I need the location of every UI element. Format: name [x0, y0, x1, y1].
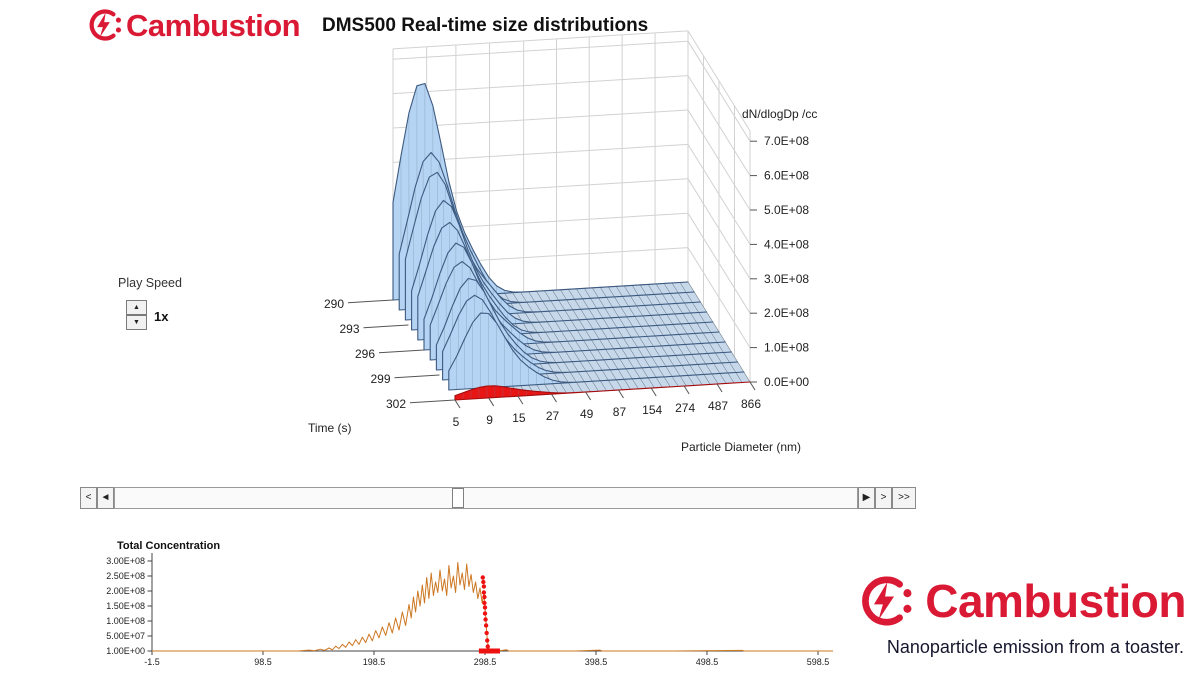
- svg-text:299: 299: [370, 372, 390, 386]
- svg-text:498.5: 498.5: [696, 657, 719, 667]
- svg-text:49: 49: [580, 407, 594, 421]
- play-speed-down-button[interactable]: ▼: [126, 315, 147, 330]
- total-concentration-title: Total Concentration: [117, 540, 221, 552]
- total-concentration-chart: 3.00E+08 2.50E+08 2.00E+08 1.50E+08 1.00E+08…: [106, 553, 833, 667]
- z-axis-title: dN/dlogDp /cc: [742, 107, 818, 121]
- svg-text:198.5: 198.5: [363, 657, 386, 667]
- total-concentration-line: [152, 562, 833, 652]
- scroll-arrow-right-button[interactable]: ▶: [858, 487, 875, 509]
- page-title: DMS500 Real-time size distributions: [322, 15, 649, 36]
- cambustion-logo-icon-large: [855, 574, 913, 628]
- time-axis-title: Time (s): [308, 421, 352, 435]
- svg-text:290: 290: [324, 297, 344, 311]
- svg-text:27: 27: [546, 409, 560, 423]
- svg-text:7.0E+08: 7.0E+08: [764, 134, 809, 148]
- play-speed-spinner: ▲ ▼: [126, 300, 147, 330]
- svg-text:5.00E+07: 5.00E+07: [106, 631, 145, 641]
- svg-text:487: 487: [708, 399, 728, 413]
- svg-text:302: 302: [386, 397, 406, 411]
- svg-text:398.5: 398.5: [585, 657, 608, 667]
- plot3d-axis-labels: 5 9 15 27 49 87 154 274 487 866 290 293 296 299 302 0.0…: [324, 134, 809, 429]
- svg-text:1.50E+08: 1.50E+08: [106, 601, 145, 611]
- svg-text:298.5: 298.5: [474, 657, 497, 667]
- svg-text:9: 9: [486, 413, 493, 427]
- footer-tagline: Nanoparticle emission from a toaster.: [886, 637, 1184, 657]
- svg-text:4.0E+08: 4.0E+08: [764, 237, 809, 251]
- diameter-axis-title: Particle Diameter (nm): [681, 440, 802, 454]
- svg-text:154: 154: [642, 403, 662, 417]
- playhead-markers: [478, 575, 500, 654]
- svg-text:2.00E+08: 2.00E+08: [106, 586, 145, 596]
- scroll-step-back-button[interactable]: <: [80, 487, 97, 509]
- scroll-step-forward-button[interactable]: >: [875, 487, 892, 509]
- svg-text:866: 866: [741, 397, 761, 411]
- svg-text:2.0E+08: 2.0E+08: [764, 306, 809, 320]
- svg-text:5.0E+08: 5.0E+08: [764, 203, 809, 217]
- svg-text:-1.5: -1.5: [144, 657, 160, 667]
- svg-text:98.5: 98.5: [254, 657, 272, 667]
- footer-logo: Cambustion: [855, 574, 1186, 628]
- footer-brand-wordmark: Cambustion: [925, 575, 1186, 627]
- svg-text:274: 274: [675, 401, 695, 415]
- brand-wordmark: Cambustion: [126, 8, 301, 43]
- svg-text:87: 87: [613, 405, 627, 419]
- plot3d-traces: [392, 82, 751, 401]
- play-speed-label: Play Speed: [118, 276, 182, 290]
- svg-text:1.00E+08: 1.00E+08: [106, 616, 145, 626]
- scroll-arrow-left-button[interactable]: ◄: [97, 487, 114, 509]
- play-speed-up-button[interactable]: ▲: [126, 300, 147, 315]
- waterfall-trace: [448, 313, 744, 390]
- scroll-fast-forward-button[interactable]: >>: [892, 487, 916, 509]
- svg-text:3.00E+08: 3.00E+08: [106, 556, 145, 566]
- svg-text:15: 15: [512, 411, 526, 425]
- svg-text:598.5: 598.5: [807, 657, 830, 667]
- svg-text:293: 293: [339, 322, 359, 336]
- svg-text:1.0E+08: 1.0E+08: [764, 341, 809, 355]
- svg-text:5: 5: [453, 415, 460, 429]
- svg-text:1.00E+00: 1.00E+00: [106, 646, 145, 656]
- play-speed-value: 1x: [154, 309, 169, 324]
- svg-text:2.50E+08: 2.50E+08: [106, 571, 145, 581]
- scrollbar-track[interactable]: [114, 487, 858, 509]
- svg-text:0.0E+00: 0.0E+00: [764, 375, 809, 389]
- svg-text:3.0E+08: 3.0E+08: [764, 272, 809, 286]
- cambustion-logo-icon: [85, 7, 122, 43]
- time-scrollbar: < ◄ ▶ > >>: [80, 487, 916, 509]
- scrollbar-thumb[interactable]: [452, 488, 464, 508]
- svg-text:6.0E+08: 6.0E+08: [764, 169, 809, 183]
- svg-text:296: 296: [355, 347, 375, 361]
